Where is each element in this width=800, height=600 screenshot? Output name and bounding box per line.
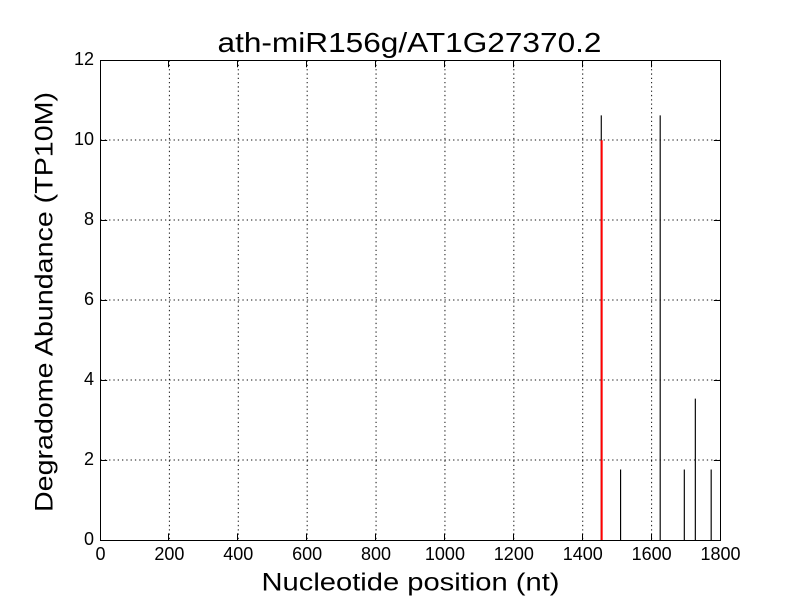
svg-text:1000: 1000 bbox=[425, 544, 465, 564]
svg-text:Nucleotide position (nt): Nucleotide position (nt) bbox=[262, 569, 560, 597]
svg-text:1800: 1800 bbox=[700, 544, 740, 564]
svg-text:Degradome Abundance (TP10M): Degradome Abundance (TP10M) bbox=[31, 92, 59, 512]
svg-text:800: 800 bbox=[361, 544, 391, 564]
svg-text:200: 200 bbox=[154, 544, 184, 564]
svg-text:ath-miR156g/AT1G27370.2: ath-miR156g/AT1G27370.2 bbox=[218, 27, 602, 58]
svg-text:4: 4 bbox=[84, 369, 94, 389]
svg-text:0: 0 bbox=[84, 529, 94, 549]
svg-text:600: 600 bbox=[292, 544, 322, 564]
svg-text:400: 400 bbox=[223, 544, 253, 564]
svg-text:1200: 1200 bbox=[494, 544, 534, 564]
svg-text:1600: 1600 bbox=[632, 544, 672, 564]
svg-text:12: 12 bbox=[74, 49, 94, 69]
svg-text:8: 8 bbox=[84, 209, 94, 229]
svg-text:2: 2 bbox=[84, 449, 94, 469]
svg-text:6: 6 bbox=[84, 289, 94, 309]
svg-text:0: 0 bbox=[95, 544, 105, 564]
svg-text:10: 10 bbox=[74, 129, 94, 149]
svg-text:1400: 1400 bbox=[563, 544, 603, 564]
